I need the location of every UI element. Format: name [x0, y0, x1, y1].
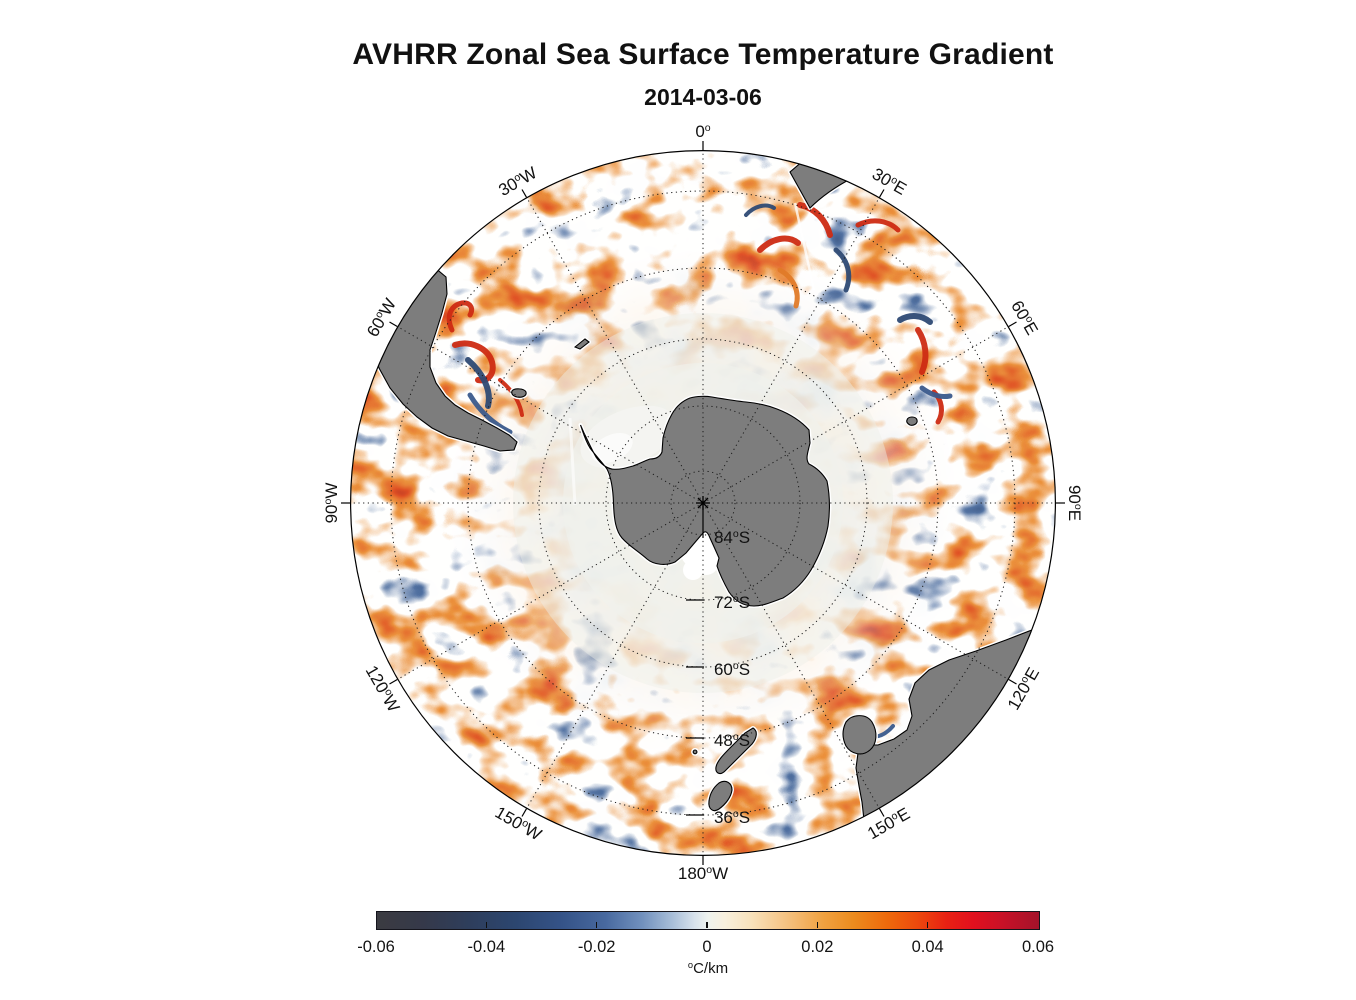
colorbar-gradient	[376, 911, 1040, 930]
eddy-streaks	[429, 202, 953, 802]
missing-data-swaths	[568, 202, 816, 506]
eddy-streak	[744, 203, 776, 217]
colorbar-tick-label: 0.02	[801, 938, 834, 956]
eddy-streak	[465, 357, 492, 409]
meridian-tick	[521, 189, 528, 198]
map-interior	[350, 150, 1056, 856]
label-tick-lines	[341, 141, 1065, 865]
parallel-48°S	[467, 267, 939, 739]
eddy-streak	[855, 218, 901, 233]
colorbar-tick-label: -0.04	[467, 938, 506, 956]
falkland-islands	[511, 388, 527, 398]
colorbar-tick-label: -0.02	[577, 938, 616, 956]
meridian-tick	[389, 321, 398, 328]
colorbar-tick	[926, 922, 929, 928]
meridian-tick	[1008, 321, 1017, 328]
parallel-60°S	[538, 338, 868, 668]
colorbar-tick-label: 0.04	[911, 938, 944, 956]
new-zealand-north-island	[708, 780, 733, 812]
colorbar-tick-label: 0.06	[1021, 938, 1055, 956]
tasmania	[842, 715, 877, 755]
eddy-streak	[919, 385, 953, 399]
meridian-tick	[1008, 678, 1017, 685]
eddy-streak	[777, 267, 800, 309]
meridian-tick	[389, 678, 398, 685]
colorbar-tick-label: 0	[702, 938, 712, 956]
colorbar-tick	[816, 922, 819, 928]
colorbar-tick	[485, 922, 488, 928]
colorbar-tick	[706, 922, 708, 928]
south-georgia-island	[573, 338, 590, 350]
eddy-streak	[757, 235, 801, 253]
colorbar-tick-label: -0.06	[357, 938, 395, 956]
kerguelen-island	[906, 416, 918, 426]
macquarie-island	[692, 749, 698, 755]
parallel-84°S	[670, 470, 736, 536]
eddy-streak	[446, 300, 475, 333]
colorbar-tick	[595, 922, 598, 928]
meridian-tick	[878, 189, 885, 198]
map-boundary-circle	[350, 150, 1056, 856]
figure-title: AVHRR Zonal Sea Surface Temperature Grad…	[352, 38, 1054, 71]
meridian-tick	[878, 808, 885, 817]
colorbar: -0.06 -0.04 -0.02 0 0.02 0.04 0.06 oC/km	[357, 911, 1054, 981]
eddy-streak	[915, 327, 929, 375]
meridian-tick	[521, 808, 528, 817]
eddy-streak	[897, 313, 933, 325]
eddy-streak	[797, 202, 833, 238]
new-zealand-south-island	[715, 727, 757, 775]
figure-date: 2014-03-06	[644, 84, 762, 110]
eddy-streak	[467, 392, 513, 435]
eddy-streak	[833, 247, 852, 293]
colorbar-unit: oC/km	[687, 959, 729, 977]
parallel-72°S	[605, 405, 801, 601]
